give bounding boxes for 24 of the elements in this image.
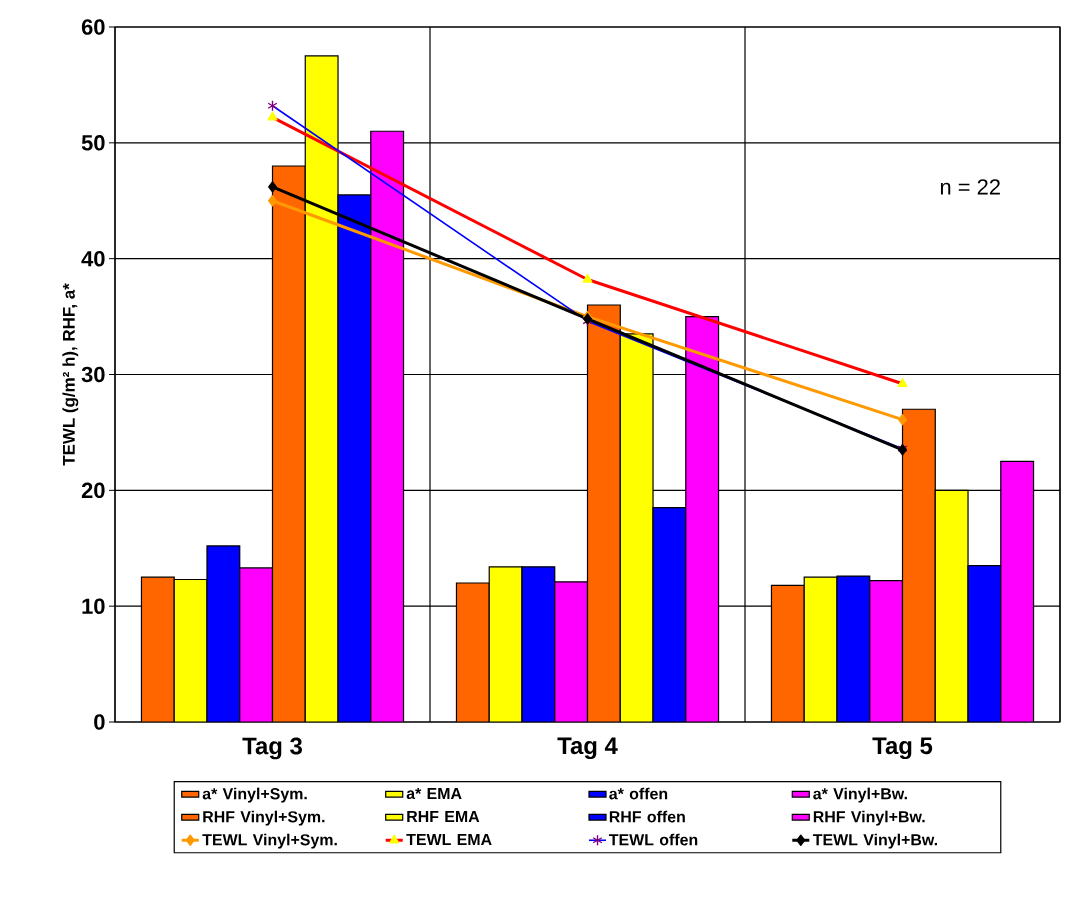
legend-label: a* Vinyl+Sym. (202, 787, 307, 803)
y-tick-label: 50 (81, 135, 105, 151)
legend-label: RHF offen (609, 810, 685, 823)
legend-label: RHF Vinyl+Sym. (203, 810, 325, 826)
legend-label: RHF EMA (407, 810, 480, 822)
y-tick-label: 60 (81, 19, 105, 35)
y-tick-label: 40 (81, 250, 105, 267)
y-tick-label: 20 (81, 482, 105, 499)
legend-label: a* Vinyl+Bw. (813, 787, 907, 803)
legend-label: TEWL EMA (406, 834, 492, 845)
x-tick-label: Tag 4 (557, 737, 618, 760)
y-axis-title: TEWL (g/m² h), RHF, a* (62, 283, 79, 466)
y-tick-label: 0 (94, 714, 105, 730)
y-tick-label: 30 (81, 366, 105, 383)
y-tick-label: 10 (82, 598, 105, 614)
legend-label: a* EMA (406, 787, 462, 800)
annotation: n = 22 (940, 179, 1000, 195)
legend-label: a* offen (609, 787, 668, 800)
x-tick-label: Tag 3 (242, 737, 302, 760)
x-tick-label: Tag 5 (872, 737, 933, 760)
legend-label: TEWL offen (608, 833, 698, 846)
legend-label: TEWL Vinyl+Bw. (812, 833, 938, 849)
legend-label: TEWL Vinyl+Sym. (202, 833, 337, 849)
legend-label: RHF Vinyl+Bw. (813, 810, 925, 826)
